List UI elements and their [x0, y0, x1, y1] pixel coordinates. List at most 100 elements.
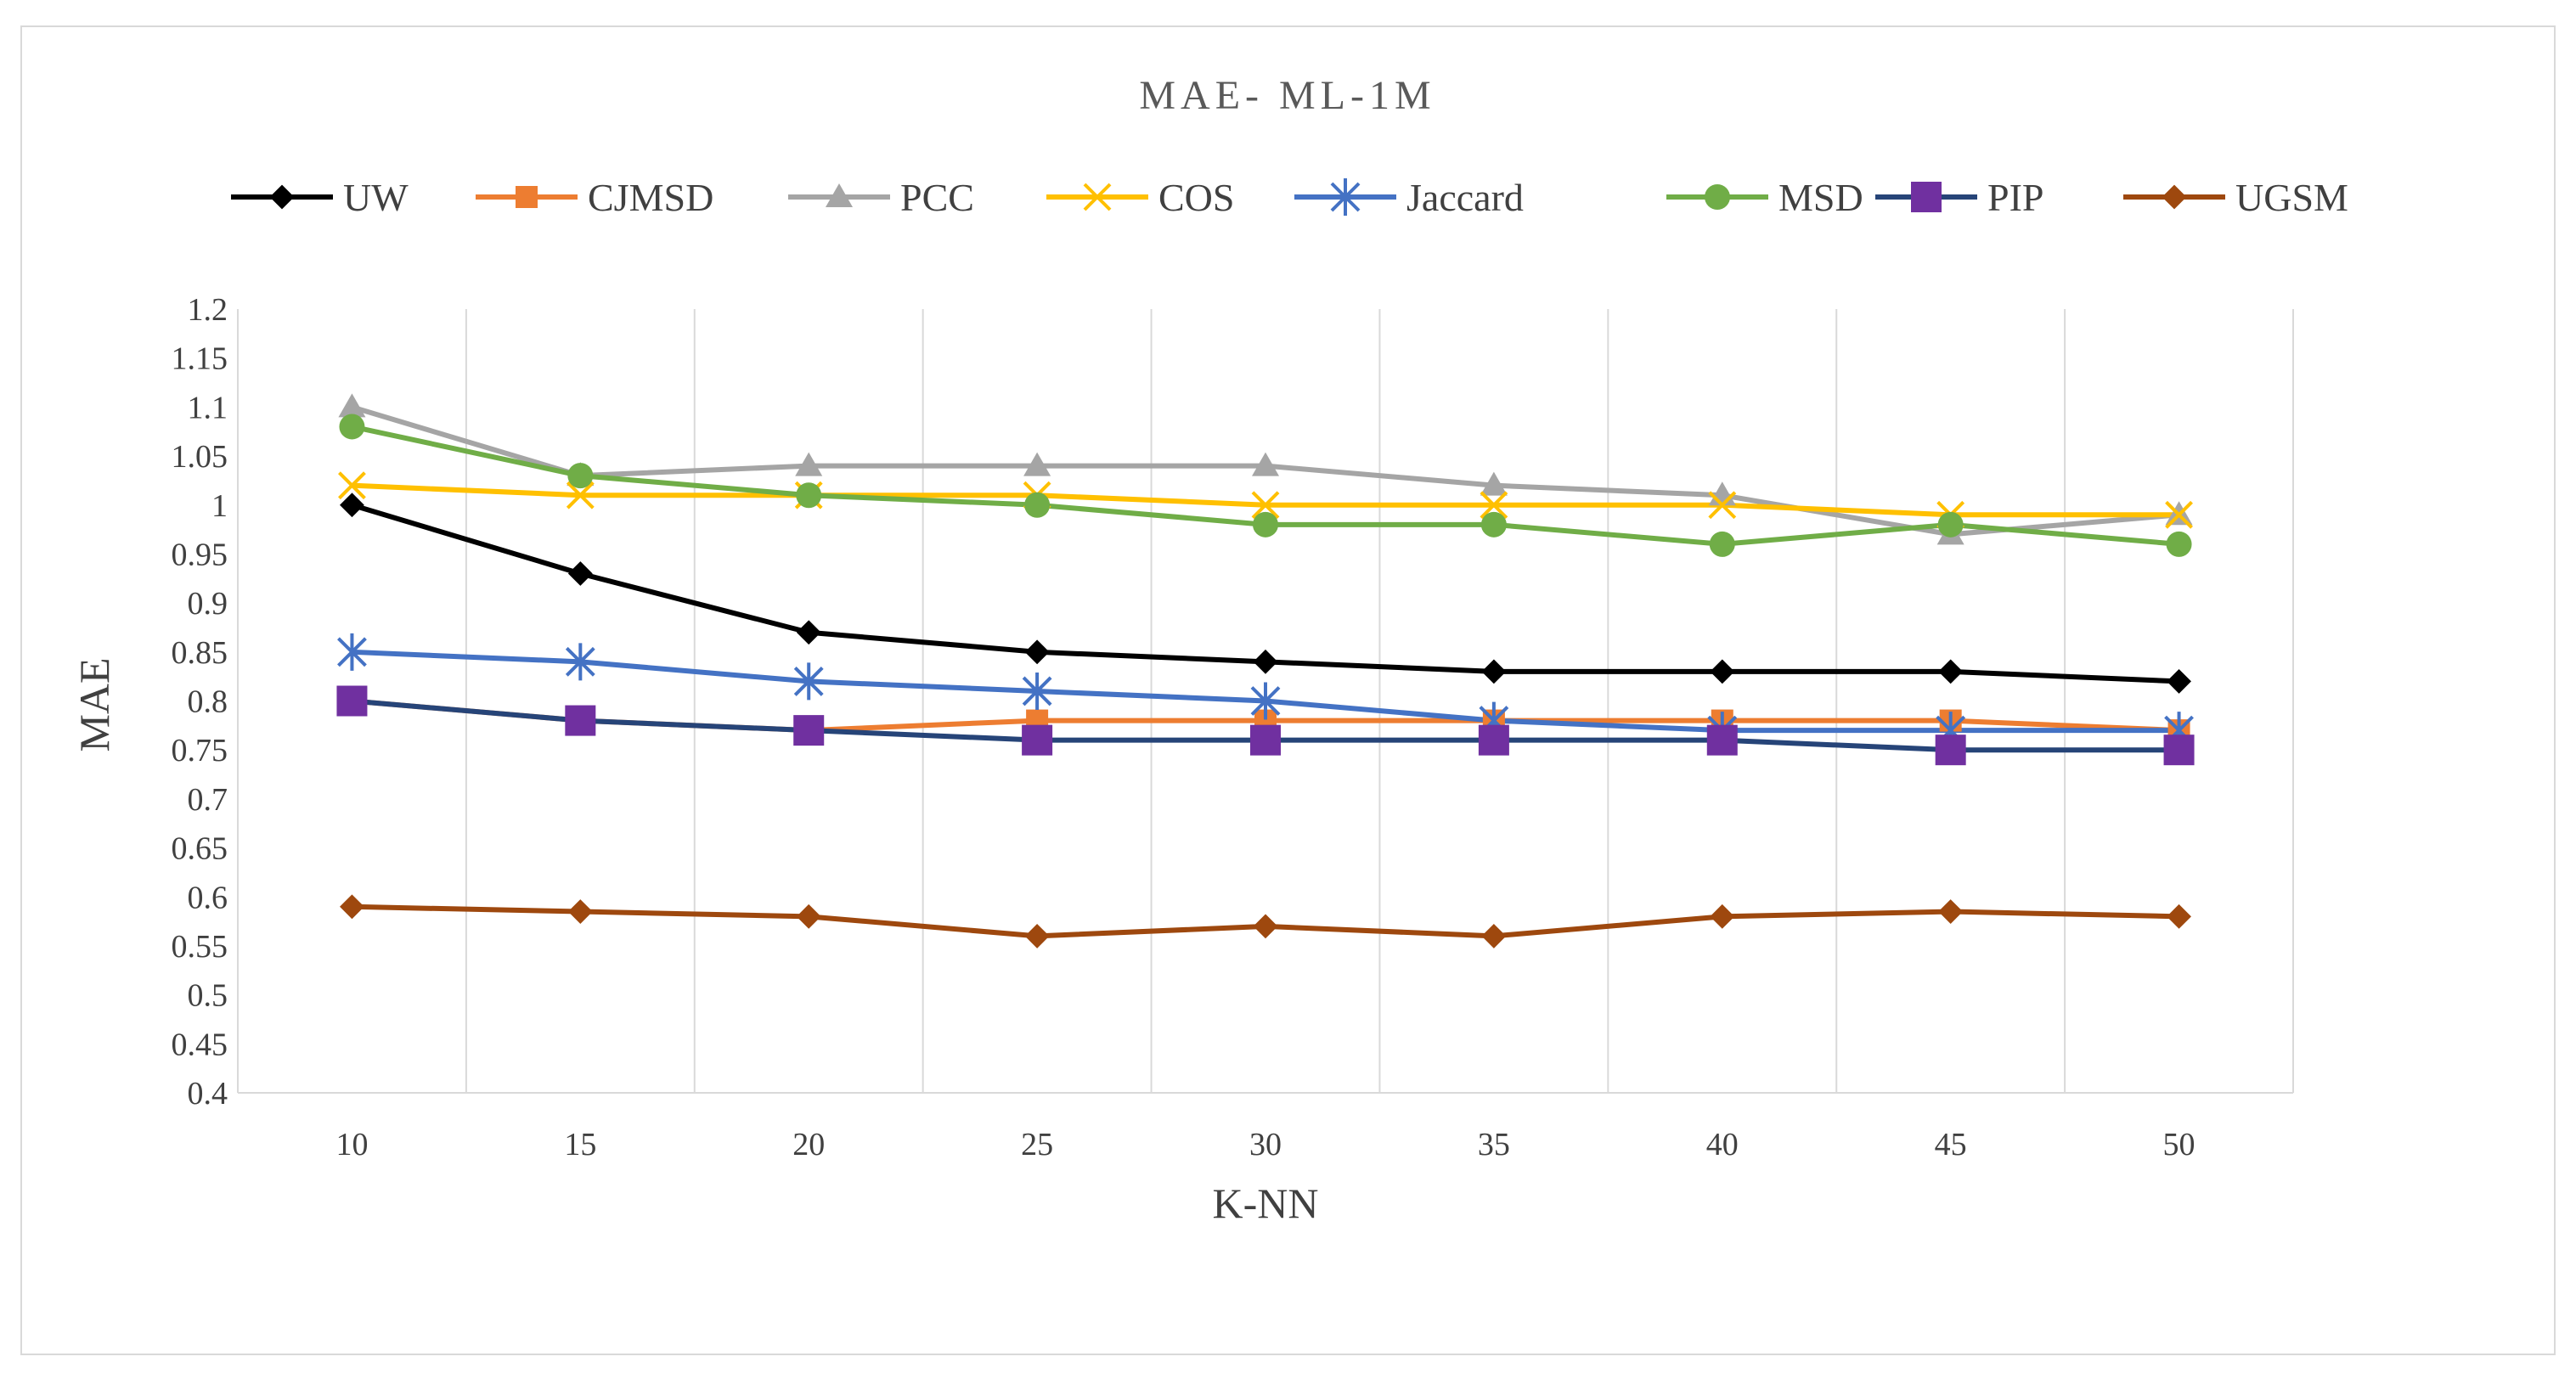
x-tick-label: 50: [2163, 1127, 2196, 1162]
data-point-jaccard: [565, 643, 595, 681]
data-point-pip: [1022, 724, 1053, 756]
legend-label: UGSM: [2235, 176, 2348, 219]
legend-label: Jaccard: [1406, 176, 1524, 219]
data-point-cos: [338, 471, 366, 500]
x-axis-label: K-NN: [1213, 1179, 1319, 1227]
data-point-pcc: [1023, 452, 1051, 476]
data-point-pip: [2163, 735, 2195, 766]
data-point-pip: [1250, 724, 1281, 756]
data-point-pcc: [1480, 471, 1508, 496]
y-tick-label: 0.7: [188, 782, 228, 818]
x-tick-label: 30: [1249, 1127, 1282, 1162]
legend-item-msd: MSD: [1666, 176, 1863, 219]
legend-item-pcc: PCC: [788, 176, 974, 219]
y-tick-label: 0.5: [188, 978, 228, 1014]
data-point-ugsm: [796, 903, 821, 929]
data-point-msd: [567, 463, 594, 489]
x-tick-label: 20: [792, 1127, 825, 1162]
y-tick-label: 0.65: [172, 831, 228, 867]
legend-item-cos: COS: [1046, 176, 1234, 219]
data-point-pcc: [795, 452, 823, 476]
y-tick-label: 0.55: [172, 929, 228, 965]
data-point-msd: [1253, 511, 1278, 538]
legend-marker: [2162, 184, 2187, 210]
data-point-msd: [1709, 531, 1735, 557]
data-point-uw: [796, 620, 821, 645]
data-point-ugsm: [1710, 903, 1735, 929]
legend-marker: [1911, 182, 1942, 212]
legend-item-ugsm: UGSM: [2123, 176, 2348, 219]
data-point-pip: [565, 705, 596, 736]
data-point-msd: [1024, 492, 1051, 518]
data-point-uw: [567, 561, 593, 586]
data-point-jaccard: [1250, 682, 1281, 720]
legend-label: CJMSD: [588, 176, 713, 219]
data-point-ugsm: [340, 894, 364, 920]
series-line-cos: [349, 482, 2182, 518]
data-point-pip: [1706, 724, 1738, 756]
x-tick-label: 45: [1935, 1127, 1967, 1162]
data-point-uw: [1481, 659, 1507, 684]
data-point-pcc: [338, 393, 366, 418]
legend-marker: [269, 184, 295, 210]
data-point-jaccard: [337, 633, 367, 671]
y-tick-label: 1.15: [172, 341, 228, 377]
x-tick-labels: 10 15 20 25 30 35 40 45 50: [335, 1127, 2195, 1162]
data-point-pip: [793, 715, 825, 746]
x-tick-label: 15: [564, 1127, 596, 1162]
data-point-cos: [566, 481, 595, 509]
data-point-pip: [336, 685, 368, 717]
chart-frame: [20, 25, 2556, 1355]
y-tick-label: 0.95: [172, 537, 228, 572]
data-point-ugsm: [1253, 914, 1278, 939]
legend-label: MSD: [1778, 176, 1863, 219]
y-axis-label: MAE: [70, 657, 118, 751]
series-markers: [336, 393, 2195, 948]
legend-label: PCC: [900, 176, 974, 219]
legend-marker: [826, 183, 853, 207]
data-point-pip: [1935, 735, 1966, 766]
data-point-ugsm: [2167, 903, 2191, 929]
legend-label: UW: [343, 176, 409, 219]
chart-title: MAE- ML-1M: [1139, 73, 1435, 118]
y-tick-label: 1.05: [172, 439, 228, 475]
y-tick-label: 0.9: [188, 586, 228, 622]
x-tick-label: 10: [335, 1127, 368, 1162]
x-tick-label: 25: [1021, 1127, 1053, 1162]
data-point-msd: [796, 482, 822, 509]
legend-item-jaccard: Jaccard: [1294, 176, 1524, 219]
data-point-cos: [2165, 500, 2193, 529]
x-tick-label: 40: [1706, 1127, 1739, 1162]
data-point-jaccard: [793, 662, 824, 701]
data-point-ugsm: [1024, 923, 1050, 948]
y-tick-label: 0.6: [188, 880, 228, 915]
legend-item-uw: UW: [231, 176, 409, 219]
data-point-uw: [1024, 639, 1050, 665]
y-tick-label: 0.45: [172, 1027, 228, 1062]
y-tick-label: 1: [211, 488, 228, 524]
y-tick-label: 0.8: [188, 684, 228, 720]
data-point-uw: [1710, 659, 1735, 684]
legend-label: COS: [1158, 176, 1234, 219]
data-point-msd: [339, 414, 365, 440]
data-point-ugsm: [1481, 923, 1507, 948]
data-point-cos: [1708, 491, 1737, 520]
data-point-uw: [2167, 669, 2191, 694]
legend-item-pip: PIP: [1875, 176, 2043, 219]
y-tick-label: 0.75: [172, 733, 228, 768]
y-tick-label: 0.85: [172, 635, 228, 671]
y-tick-label: 0.4: [188, 1076, 228, 1112]
data-point-uw: [1253, 649, 1278, 674]
x-tick-label: 35: [1478, 1127, 1510, 1162]
legend-label: PIP: [1987, 176, 2043, 219]
legend-marker: [1083, 183, 1112, 211]
data-point-cos: [1251, 491, 1280, 520]
data-point-uw: [340, 492, 364, 518]
y-tick-label: 1.1: [188, 390, 228, 425]
legend-marker: [1330, 178, 1361, 216]
data-point-ugsm: [567, 899, 593, 924]
legend-marker: [1705, 184, 1730, 210]
data-point-pcc: [1252, 452, 1279, 476]
legend: UW CJMSD PCC COS Jaccard MSD PIP UGSM: [231, 176, 2348, 219]
